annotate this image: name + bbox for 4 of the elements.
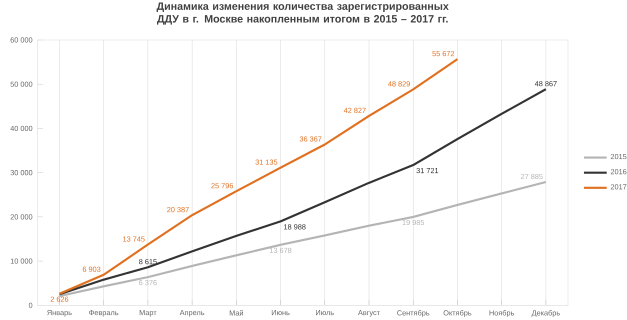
- line-series: [58, 88, 547, 296]
- line-series: [58, 58, 459, 295]
- chart-title: Динамика изменения количества зарегистрированных ДДУ в г. Москве накопленным итогом в 2015 – 2017 гг.: [156, 2, 449, 25]
- line-series: [58, 180, 547, 298]
